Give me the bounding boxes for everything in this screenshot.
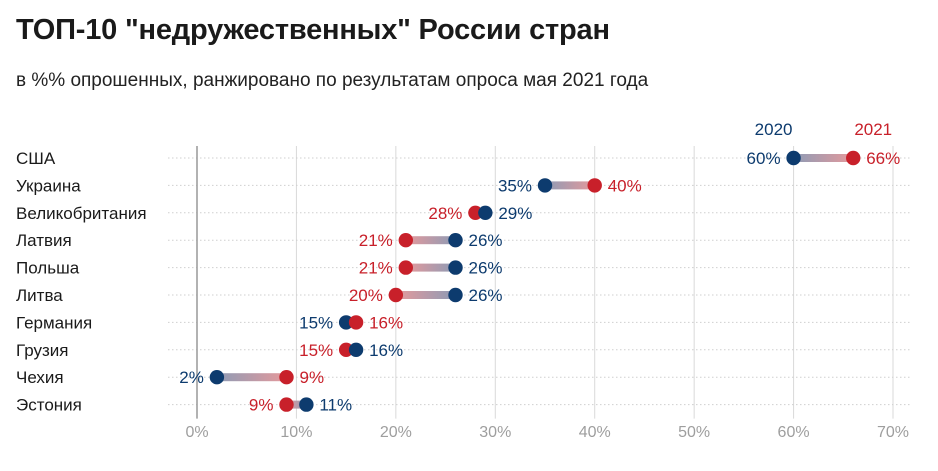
dot-2021 [398,233,413,248]
category-label: Литва [16,286,63,305]
data-label-2021: 9% [249,396,274,415]
data-label-2021: 21% [359,231,393,250]
data-label-2020: 26% [469,259,503,278]
dot-2021 [279,397,294,412]
connector-bar [405,236,456,245]
data-label-2021: 21% [359,259,393,278]
connector-bar [405,263,456,272]
dot-2021 [338,342,354,357]
data-label-2021: 66% [866,149,900,168]
x-tick-label: 40% [579,424,611,441]
data-label-2021: 20% [349,286,383,305]
dot-2021 [279,370,294,385]
data-label-2021: 40% [608,176,642,195]
connector-bar [793,154,854,162]
data-label-2020: 11% [319,396,352,415]
legend-2020: 2020 [755,120,793,139]
chart-title: ТОП-10 "недружественных" России стран [16,14,610,46]
category-label: США [16,149,56,168]
data-label-2020: 15% [299,313,333,332]
category-label: Чехия [16,368,64,387]
x-tick-label: 70% [877,424,909,441]
connector-bar [216,373,287,382]
dot-2020 [448,260,463,275]
x-tick-label: 60% [778,424,810,441]
category-label: Латвия [16,231,72,250]
dot-2021 [846,150,861,166]
data-label-2020: 35% [498,176,532,195]
dot-2021 [587,178,602,193]
dot-2020 [537,178,553,193]
dot-2020 [299,397,314,412]
category-label: Грузия [16,341,69,360]
chart-subtitle: в %% опрошенных, ранжировано по результа… [16,70,649,91]
data-label-2021: 9% [299,368,324,387]
connector-bar [286,400,307,409]
dot-2020 [209,370,225,385]
dot-2020 [786,150,801,166]
connector-bar [395,291,456,299]
category-label: Германия [16,313,92,332]
data-label-2020: 60% [747,149,781,168]
data-label-2020: 26% [469,286,503,305]
dot-2021 [348,315,364,330]
dot-2021 [388,287,404,303]
dot-2021 [398,260,413,275]
category-label: Польша [16,259,80,278]
dot-2020 [448,233,463,248]
category-label: Эстония [16,396,82,415]
dot-2021 [468,205,483,220]
x-tick-label: 10% [280,424,312,441]
data-label-2020: 16% [369,341,403,360]
category-label: Великобритания [16,204,147,223]
data-label-2020: 26% [469,231,503,250]
x-tick-label: 0% [185,424,208,441]
data-label-2020: 29% [498,204,532,223]
data-label-2021: 15% [299,341,333,360]
dot-2020 [338,315,354,330]
dot-2020 [348,342,364,357]
x-tick-label: 30% [479,424,511,441]
data-label-2021: 28% [428,204,462,223]
data-label-2021: 16% [369,313,403,332]
x-tick-label: 50% [678,424,710,441]
category-label: Украина [16,176,81,195]
connector-bar [545,181,595,190]
x-tick-label: 20% [380,424,412,441]
dot-2020 [478,205,493,220]
data-label-2020: 2% [179,368,204,387]
dot-2020 [448,287,463,303]
legend-2021: 2021 [854,120,892,139]
